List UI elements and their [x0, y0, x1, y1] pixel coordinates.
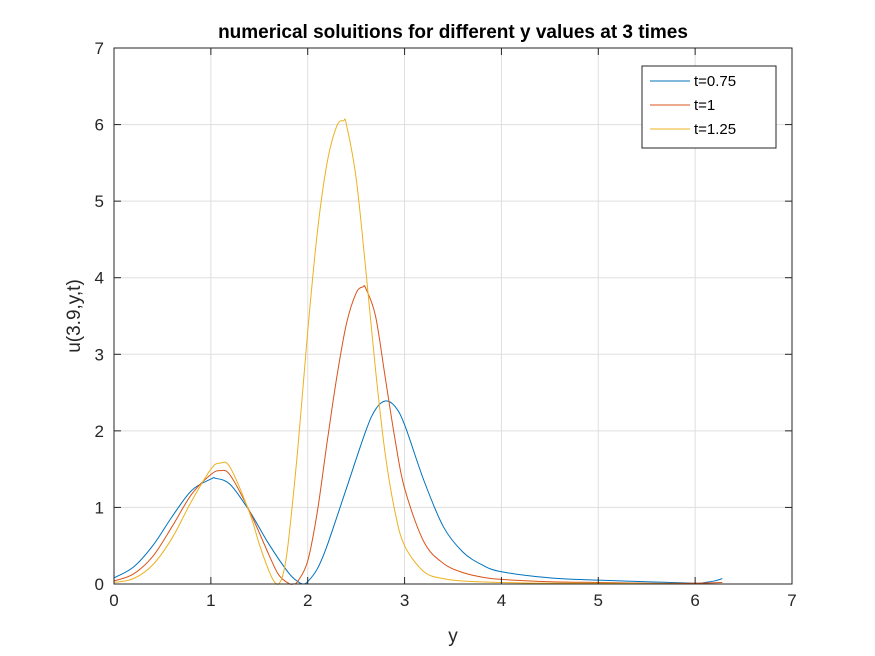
- x-tick-label: 4: [497, 591, 506, 610]
- x-axis-label: y: [448, 626, 458, 647]
- legend: t=0.75 t=1 t=1.25: [641, 65, 777, 149]
- series-2: [113, 285, 723, 585]
- y-tick-label: 5: [95, 192, 104, 211]
- plot-series-group: [113, 118, 723, 585]
- series-1: [113, 400, 723, 585]
- x-tick-label: 5: [594, 591, 603, 610]
- legend-box: [641, 65, 777, 149]
- axes-box: [113, 47, 793, 585]
- x-tick-label: 3: [400, 591, 409, 610]
- axis-ticks: 0 1 2 3 4 5 6 7 0 1 2 3 4 5 6 7: [95, 39, 797, 610]
- series-line-2: [113, 285, 723, 585]
- x-tick-label: 6: [690, 591, 699, 610]
- y-tick-label: 1: [95, 498, 104, 517]
- chart-title: numerical soluitions for different y val…: [218, 22, 688, 43]
- y-tick-label: 3: [95, 345, 104, 364]
- series-3: [113, 118, 723, 585]
- series-line-1: [113, 400, 723, 585]
- legend-entry-label: t=1: [694, 97, 715, 114]
- x-tick-label: 7: [787, 591, 796, 610]
- y-tick-label: 0: [95, 575, 104, 594]
- series-line-3: [113, 118, 723, 585]
- legend-entry-label: t=0.75: [694, 73, 736, 90]
- y-axis-label: u(3.9,y,t): [64, 279, 85, 353]
- x-tick-label: 1: [206, 591, 215, 610]
- y-tick-label: 6: [95, 116, 104, 135]
- x-tick-label: 2: [303, 591, 312, 610]
- y-tick-label: 7: [95, 39, 104, 58]
- legend-entry-label: t=1.25: [694, 121, 736, 138]
- y-tick-label: 2: [95, 422, 104, 441]
- y-tick-label: 4: [95, 269, 104, 288]
- x-tick-label: 0: [109, 591, 118, 610]
